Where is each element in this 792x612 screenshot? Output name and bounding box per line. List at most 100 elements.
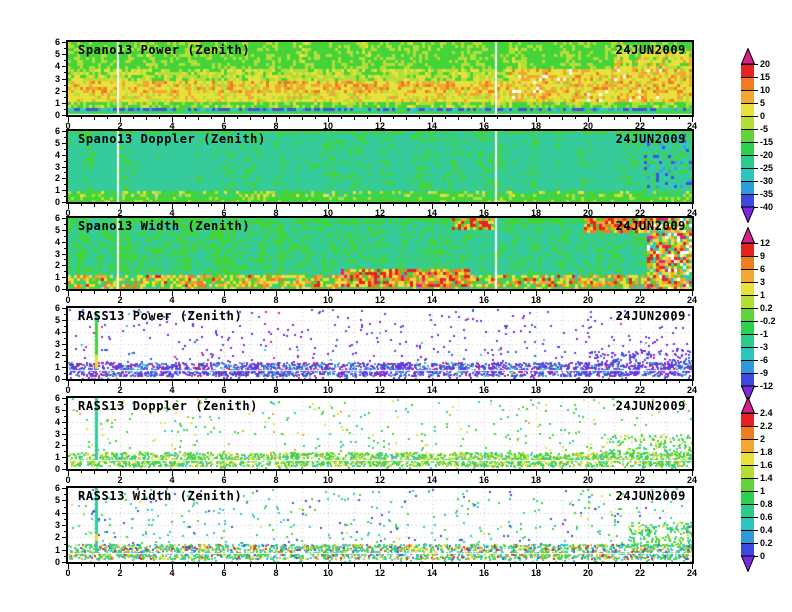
x-tick-label: 10 (322, 475, 333, 485)
colorbar-tick-label: 2.4 (760, 408, 773, 418)
panel-date-rass13-power: 24JUN2009 (615, 309, 686, 323)
x-tick-mark (445, 117, 446, 119)
x-tick-mark (159, 291, 160, 293)
x-tick-label: 6 (221, 568, 227, 578)
x-tick-label: 2 (117, 121, 123, 131)
y-tick-mark (62, 320, 66, 321)
x-tick-mark (120, 291, 121, 296)
y-tick-mark (62, 202, 66, 203)
y-tick-mark (62, 190, 66, 191)
x-tick-label: 8 (273, 208, 279, 218)
colorbar-tick-label: 3 (760, 277, 766, 287)
x-tick-mark (185, 564, 186, 566)
x-tick-label: 8 (273, 475, 279, 485)
colorbar-tick-mark (741, 465, 758, 466)
x-tick-mark (393, 381, 394, 383)
x-tick-mark (419, 117, 420, 119)
x-tick-mark (679, 381, 680, 383)
x-tick-mark (549, 291, 550, 293)
panel-rass13-power: RASS13 Power (Zenith) 24JUN2009 (66, 306, 694, 381)
y-tick-label: 2 (54, 173, 60, 183)
y-tick-mark (62, 445, 66, 446)
x-tick-mark (224, 381, 225, 386)
colorbar-tick-mark (741, 543, 758, 544)
colorbar-tick-label: 1.6 (760, 460, 773, 470)
colorbar-segment (741, 517, 754, 530)
colorbar-tick-mark (741, 295, 758, 296)
x-tick-mark (536, 204, 537, 209)
x-tick-mark (653, 564, 654, 566)
y-tick-mark (62, 91, 66, 92)
x-tick-label: 8 (273, 121, 279, 131)
y-tick-label: 1 (54, 98, 60, 108)
colorbar-tick-label: 0.6 (760, 512, 773, 522)
x-tick-mark (380, 381, 381, 386)
colorbar-tick-label: 6 (760, 264, 766, 274)
x-tick-mark (692, 291, 693, 296)
colorbar-tick-label: 0.4 (760, 525, 773, 535)
y-tick-mark (64, 314, 66, 315)
x-tick-label: 8 (273, 295, 279, 305)
y-tick-label: 1 (54, 545, 60, 555)
x-tick-mark (562, 291, 563, 294)
y-tick-mark (62, 367, 66, 368)
y-tick-mark (62, 344, 66, 345)
x-tick-mark (198, 564, 199, 567)
y-tick-mark (62, 422, 66, 423)
x-tick-mark (653, 471, 654, 473)
y-tick-mark (62, 103, 66, 104)
x-tick-mark (185, 204, 186, 206)
x-tick-label: 14 (426, 208, 437, 218)
x-tick-mark (627, 564, 628, 566)
x-tick-label: 2 (117, 475, 123, 485)
x-tick-mark (367, 117, 368, 119)
colorbar-segment (741, 426, 754, 439)
x-tick-mark (692, 204, 693, 209)
x-tick-mark (172, 564, 173, 569)
y-tick-mark (64, 544, 66, 545)
y-tick-label: 2 (54, 86, 60, 96)
y-tick-mark (62, 218, 66, 219)
y-tick-label: 4 (54, 327, 60, 337)
x-tick-mark (679, 471, 680, 473)
x-tick-mark (458, 381, 459, 384)
x-tick-mark (484, 291, 485, 296)
x-tick-mark (614, 564, 615, 567)
x-tick-mark (276, 381, 277, 386)
x-tick-label: 18 (530, 295, 541, 305)
x-tick-mark (81, 204, 82, 206)
x-tick-label: 20 (582, 121, 593, 131)
x-tick-mark (250, 564, 251, 567)
x-tick-label: 0 (65, 295, 71, 305)
y-tick-mark (62, 500, 66, 501)
colorbar-segment (741, 452, 754, 465)
y-tick-mark (62, 131, 66, 132)
y-tick-mark (64, 161, 66, 162)
x-tick-mark (328, 204, 329, 209)
x-tick-mark (146, 564, 147, 567)
y-tick-mark (64, 109, 66, 110)
x-tick-mark (211, 564, 212, 566)
x-tick-mark (692, 564, 693, 569)
x-tick-label: 14 (426, 295, 437, 305)
x-tick-mark (354, 204, 355, 207)
x-tick-mark (185, 291, 186, 293)
x-tick-mark (406, 471, 407, 474)
x-tick-mark (68, 204, 69, 209)
y-tick-mark (62, 79, 66, 80)
y-tick-mark (64, 494, 66, 495)
x-tick-mark (419, 471, 420, 473)
colorbar-tick-label: -0.2 (760, 316, 776, 326)
x-tick-label: 0 (65, 121, 71, 131)
x-tick-mark (302, 204, 303, 207)
x-tick-mark (341, 204, 342, 206)
colorbar-tick-mark (741, 129, 758, 130)
colorbar-tick-label: 1 (760, 290, 766, 300)
colorbar-segment (741, 194, 754, 207)
y-tick-mark (62, 513, 66, 514)
x-tick-mark (640, 204, 641, 209)
x-tick-mark (367, 471, 368, 473)
y-tick-label: 0 (54, 464, 60, 474)
x-tick-label: 10 (322, 121, 333, 131)
x-tick-mark (614, 471, 615, 474)
